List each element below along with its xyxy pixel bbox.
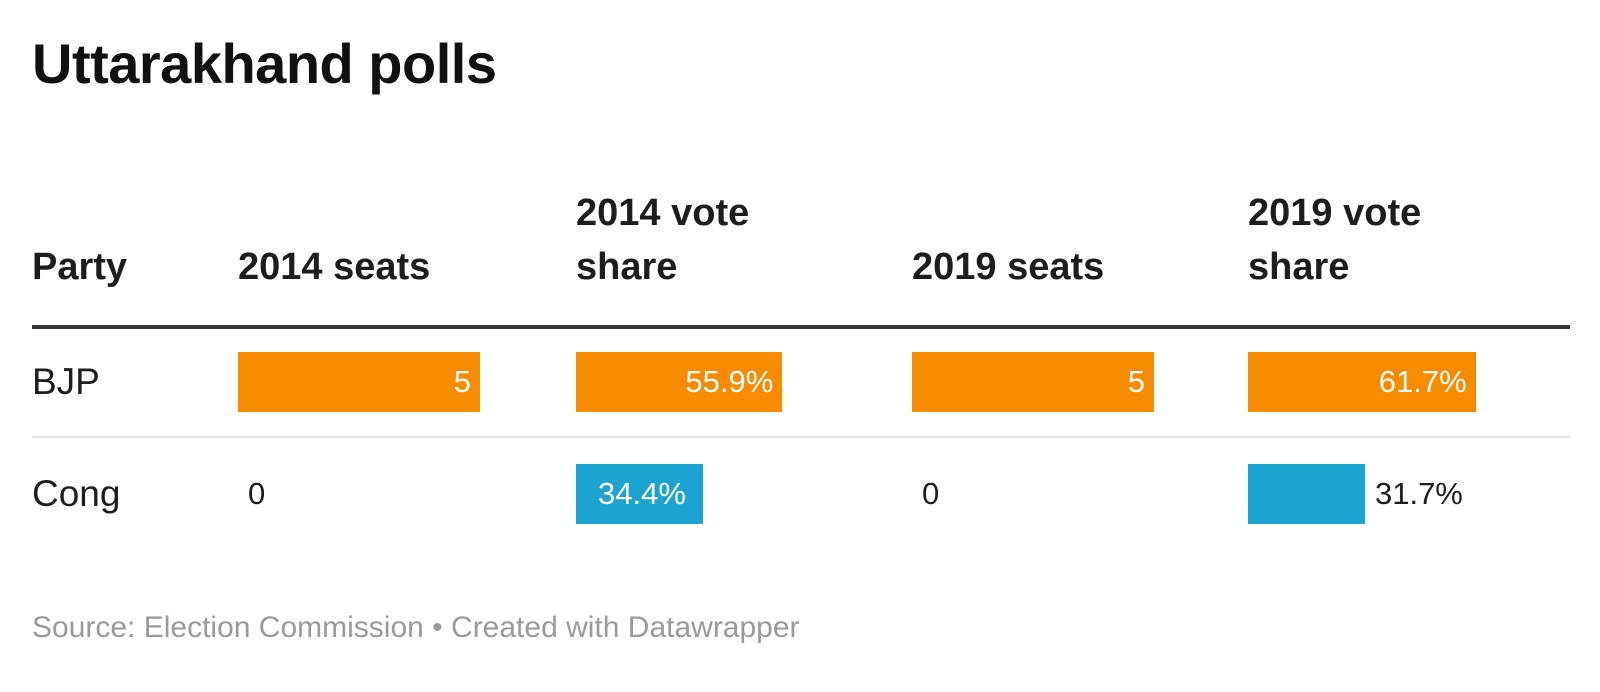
- header-2019-seats: 2019 seats: [912, 246, 1105, 288]
- value-label-bjp-2019-vote-share: 61.7%: [1378, 364, 1467, 399]
- header-2014-seats: 2014 seats: [238, 246, 431, 288]
- header-2019-vote-share: 2019 vote share: [1248, 192, 1422, 288]
- bar-bjp-2019-vote-share: [1248, 352, 1476, 412]
- footer-credit: Created with Datawrapper: [451, 611, 800, 644]
- header-2014-vote-share: 2014 vote share: [576, 192, 750, 288]
- value-label-bjp-2014-vote-share: 55.9%: [685, 364, 774, 399]
- footer-separator: •: [432, 611, 443, 644]
- party-label-cong: Cong: [32, 473, 121, 514]
- bar-cong-2014-vote-share: [576, 464, 703, 524]
- bar-bjp-2014-seats: [238, 352, 480, 412]
- value-label-bjp-2019-seats: 5: [1127, 364, 1145, 399]
- chart-title: Uttarakhand polls: [32, 32, 497, 95]
- value-label-bjp-2014-seats: 5: [453, 364, 471, 399]
- bar-cong-2019-vote-share: [1248, 464, 1365, 524]
- value-label-cong-2019-vote-share: 31.7%: [1374, 476, 1463, 511]
- row-divider: [32, 436, 1570, 438]
- bar-bjp-2014-vote-share: [576, 352, 783, 412]
- footer-source: Source: Election Commission: [32, 611, 424, 644]
- party-label-bjp: BJP: [32, 361, 100, 402]
- footer: Source: Election Commission • Created wi…: [32, 610, 800, 646]
- value-label-cong-2014-vote-share: 34.4%: [598, 476, 686, 511]
- value-label-cong-2019-seats: 0: [922, 476, 940, 511]
- header-party: Party: [32, 246, 128, 288]
- bar-bjp-2019-seats: [912, 352, 1154, 412]
- data-table: Party 2014 seats 2014 vote share 2019 se…: [32, 0, 1570, 600]
- value-label-cong-2014-seats: 0: [248, 476, 266, 511]
- header-rule: [32, 325, 1570, 329]
